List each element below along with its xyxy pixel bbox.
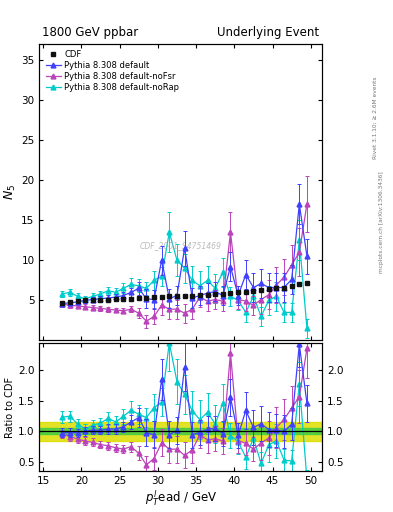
Text: 1800 GeV ppbar: 1800 GeV ppbar <box>42 26 138 39</box>
Legend: CDF, Pythia 8.308 default, Pythia 8.308 default-noFsr, Pythia 8.308 default-noRa: CDF, Pythia 8.308 default, Pythia 8.308 … <box>44 48 182 95</box>
Text: mcplots.cern.ch [arXiv:1306.3436]: mcplots.cern.ch [arXiv:1306.3436] <box>379 171 384 272</box>
Text: Underlying Event: Underlying Event <box>217 26 320 39</box>
Y-axis label: Ratio to CDF: Ratio to CDF <box>5 376 15 438</box>
X-axis label: $p_T^{l}$ead / GeV: $p_T^{l}$ead / GeV <box>145 488 217 508</box>
Y-axis label: $N_5$: $N_5$ <box>3 184 18 200</box>
Text: Rivet 3.1.10; ≥ 2.6M events: Rivet 3.1.10; ≥ 2.6M events <box>373 76 378 159</box>
Text: CDF_2001_S4751469: CDF_2001_S4751469 <box>140 241 222 250</box>
